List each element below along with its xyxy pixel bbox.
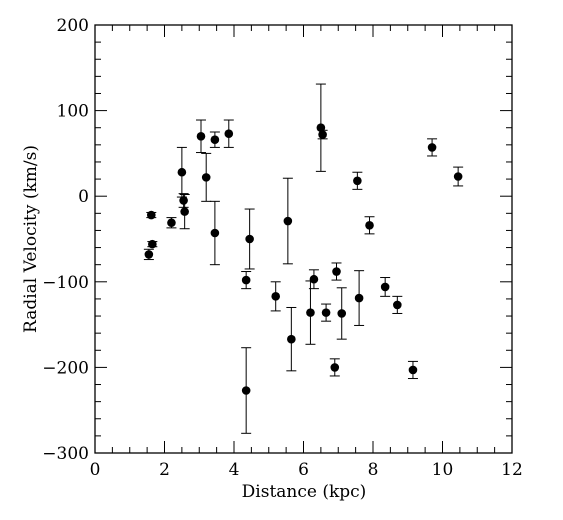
data-point xyxy=(146,210,156,220)
data-point xyxy=(453,172,463,181)
y-tick-label: 100 xyxy=(57,102,89,122)
y-tick-label: −200 xyxy=(42,358,89,378)
data-point xyxy=(167,218,176,228)
data-point xyxy=(283,216,293,226)
x-tick-label: 6 xyxy=(298,460,309,480)
data-point xyxy=(321,308,331,317)
data-point xyxy=(210,135,220,145)
data-point xyxy=(224,129,234,139)
x-tick-label: 8 xyxy=(368,460,379,480)
error-bars xyxy=(143,83,464,434)
data-point xyxy=(353,176,362,186)
x-tick-label: 12 xyxy=(501,460,523,480)
data-point xyxy=(210,228,220,238)
y-tick-label: 0 xyxy=(78,187,89,207)
data-point xyxy=(318,130,327,139)
data-point xyxy=(330,363,340,372)
y-tick-labels: −300 −200 −100 0 100 200 xyxy=(42,16,89,464)
data-point xyxy=(309,274,319,284)
data-point xyxy=(179,196,188,205)
x-axis-label: Distance (kpc) xyxy=(242,482,367,502)
plot-frame xyxy=(94,24,513,454)
data-point xyxy=(332,267,341,276)
data-point xyxy=(177,167,187,177)
y-tick-label: −300 xyxy=(42,444,89,464)
data-point xyxy=(427,143,437,152)
x-tick-label: 0 xyxy=(90,460,101,480)
data-point xyxy=(180,207,189,216)
data-point xyxy=(306,308,315,317)
data-point xyxy=(196,131,206,141)
data-point xyxy=(241,275,251,285)
data-point xyxy=(393,300,402,310)
data-point xyxy=(144,250,154,259)
data-point xyxy=(287,334,296,344)
y-tick-label: 200 xyxy=(57,16,89,36)
data-point xyxy=(241,386,251,395)
data-point xyxy=(337,309,347,318)
data-point xyxy=(245,234,254,244)
data-point xyxy=(148,239,157,249)
x-tick-label: 4 xyxy=(229,460,240,480)
data-points xyxy=(144,123,463,395)
x-tick-label: 10 xyxy=(432,460,454,480)
x-tick-label: 2 xyxy=(159,460,170,480)
x-tick-labels: 0 2 4 6 8 10 12 xyxy=(90,460,523,480)
data-point xyxy=(408,365,418,375)
y-tick-label: −100 xyxy=(42,273,89,293)
data-point xyxy=(380,282,390,292)
axis-ticks xyxy=(94,24,513,454)
data-point xyxy=(271,292,281,301)
data-point xyxy=(201,173,211,182)
y-axis-label: Radial Velocity (km/s) xyxy=(21,145,41,333)
data-point xyxy=(365,221,374,230)
data-point xyxy=(316,123,326,133)
data-point xyxy=(354,293,364,303)
